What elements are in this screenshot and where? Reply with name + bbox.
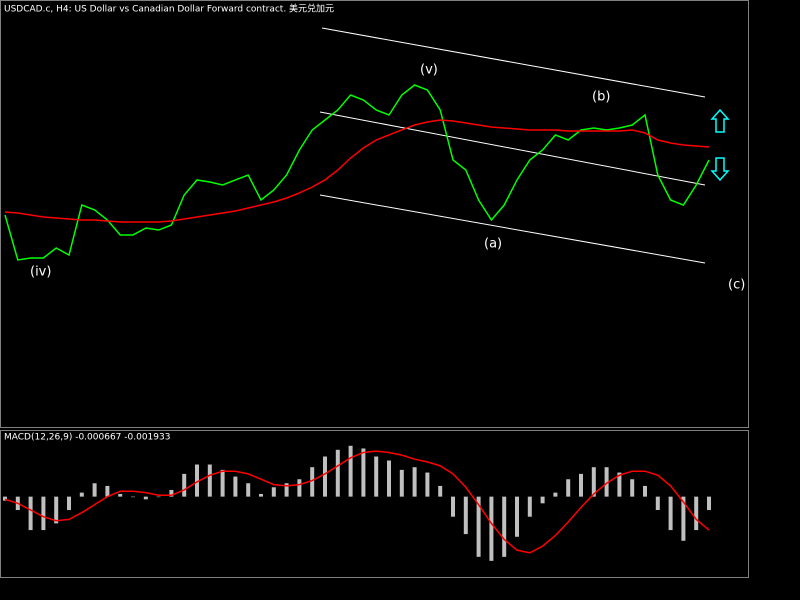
macd-bar — [451, 496, 455, 517]
macd-bar — [463, 496, 468, 535]
macd-bar — [707, 496, 711, 511]
macd-bar — [566, 479, 571, 497]
macd-bar — [41, 496, 46, 531]
macd-bar — [540, 496, 545, 504]
macd-bar — [67, 496, 71, 511]
wave-label: (iv) — [30, 265, 51, 280]
macd-bar — [591, 467, 596, 497]
macd-bar — [118, 493, 123, 497]
chart-title: USDCAD.c, H4: US Dollar vs Canadian Doll… — [4, 3, 334, 15]
labels: (iv) (v) (a) (b) (c) — [30, 63, 745, 293]
moving-average — [4, 119, 710, 223]
channel-line — [321, 27, 706, 98]
series — [3, 84, 711, 561]
macd-bar — [412, 467, 417, 497]
macd-bar — [246, 483, 251, 497]
macd-bar — [297, 479, 302, 497]
wave-label: (a) — [484, 237, 502, 252]
macd-bar — [207, 464, 212, 497]
macd-bar — [655, 496, 660, 511]
macd-bar — [259, 493, 263, 497]
macd-bar — [348, 445, 353, 497]
macd-bar — [643, 485, 647, 497]
macd-bar — [233, 476, 238, 497]
macd-bar — [54, 496, 59, 524]
macd-bar — [79, 492, 84, 497]
macd-bar — [169, 489, 174, 497]
macd-bar — [579, 473, 583, 497]
macd-bar — [476, 496, 481, 557]
macd-bar — [182, 473, 187, 497]
macd-bar — [374, 456, 379, 497]
wave-label: (v) — [420, 63, 438, 78]
buy-arrow — [710, 108, 730, 133]
price-line — [4, 84, 710, 261]
macd-bar — [617, 472, 622, 497]
macd-bar — [387, 460, 391, 497]
macd-bar — [515, 496, 519, 537]
macd-bar — [271, 487, 276, 497]
macd-bar — [694, 496, 699, 531]
macd-frame — [0, 430, 749, 578]
channel-line — [319, 194, 706, 264]
macd-bar — [310, 467, 315, 497]
macd-bar — [323, 456, 327, 497]
macd-bar — [156, 496, 161, 498]
macd-bar — [399, 469, 404, 497]
macd-bar — [335, 449, 340, 497]
macd-bar — [361, 448, 366, 497]
macd-bar — [131, 496, 135, 498]
wave-label: (b) — [592, 90, 610, 105]
macd-bar — [553, 492, 558, 497]
macd-bar — [489, 496, 494, 561]
macd-bar — [630, 479, 635, 497]
channel-line — [319, 111, 706, 186]
sell-arrow — [710, 157, 730, 182]
macd-bar — [425, 472, 430, 497]
signal-line — [4, 450, 710, 554]
macd-bar — [438, 485, 443, 497]
macd-bar — [604, 467, 609, 497]
macd-title: MACD(12,26,9) -0.000667 -0.001933 — [4, 433, 170, 443]
macd-bar — [28, 496, 33, 531]
wave-label: (c) — [728, 278, 745, 293]
macd-bar — [92, 483, 97, 497]
main-frame — [0, 0, 749, 428]
macd-bar — [3, 496, 7, 501]
macd-bar — [143, 496, 148, 500]
macd-bar — [668, 496, 673, 531]
macd-bar — [220, 469, 225, 497]
macd-bar — [527, 496, 532, 517]
macd-bar — [502, 496, 507, 557]
macd-bar — [195, 464, 199, 497]
macd-bar — [284, 483, 289, 497]
macd-bar — [105, 485, 110, 497]
macd-bar — [681, 496, 686, 541]
